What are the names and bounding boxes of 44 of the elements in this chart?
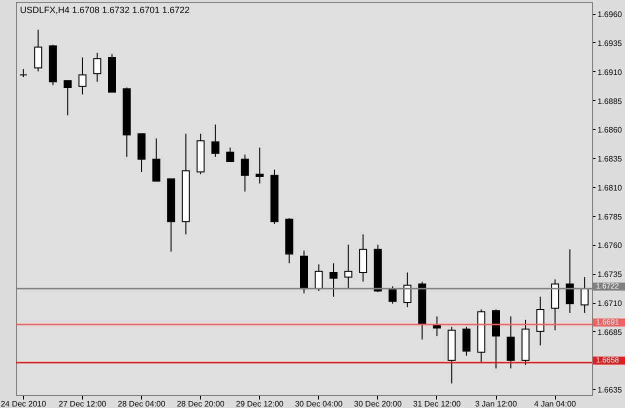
candlestick: [152, 138, 160, 182]
y-tick-label: 1.6960: [598, 10, 623, 20]
x-tick-label: 3 Jan 12:00: [475, 400, 518, 408]
x-tick-label: 28 Dec 20:00: [176, 400, 225, 408]
y-tick-label: 1.6685: [598, 328, 623, 337]
candlestick: [78, 56, 86, 95]
y-tick-label: 1.6810: [598, 183, 623, 192]
x-tick-label: 4 Jan 04:00: [534, 400, 577, 408]
candlestick: [226, 147, 234, 162]
chart-title: USDLFX,H4 1.6708 1.6732 1.6701 1.6722: [20, 5, 190, 15]
y-tick-label: 1.6910: [598, 68, 623, 77]
candlestick: [344, 244, 352, 290]
candlestick: [462, 326, 470, 356]
candlestick: [580, 276, 589, 314]
candlestick: [34, 29, 42, 72]
y-tick-label: 1.6860: [598, 126, 623, 135]
y-tick-label: 1.6760: [598, 241, 623, 250]
x-tick-label: 31 Dec 12:00: [413, 400, 462, 408]
y-tick-label: 1.6885: [598, 96, 623, 106]
y-tick-label: 1.6835: [598, 154, 623, 164]
candlestick: [64, 80, 72, 116]
x-tick-label: 30 Dec 04:00: [294, 400, 344, 408]
x-tick-label: 30 Dec 20:00: [354, 400, 402, 408]
candlestick: [388, 286, 397, 304]
candlestick: [403, 272, 412, 308]
candlestick: [314, 264, 323, 292]
y-tick-label: 1.6785: [598, 212, 623, 222]
candlestick: [93, 52, 102, 82]
y-tick-label: 1.6635: [598, 386, 623, 395]
y-tick-label: 1.6735: [598, 270, 623, 280]
candlestick: [506, 316, 515, 369]
x-tick-label: 27 Dec 12:00: [58, 400, 107, 408]
y-tick-label: 1.6710: [598, 299, 623, 308]
candlestick: [359, 234, 368, 282]
candlestick: [256, 147, 264, 184]
candlestick: [240, 154, 249, 192]
x-tick-label: 28 Dec 04:00: [118, 400, 166, 408]
y-tick-label: 1.6935: [598, 38, 623, 48]
candlestick: [536, 296, 544, 346]
candlestick: [566, 248, 574, 314]
candlestick: [330, 262, 338, 298]
x-tick-label: 29 Dec 12:00: [236, 400, 284, 408]
x-tick-label: 24 Dec 2010: [0, 400, 47, 408]
candlestick: [211, 124, 220, 158]
